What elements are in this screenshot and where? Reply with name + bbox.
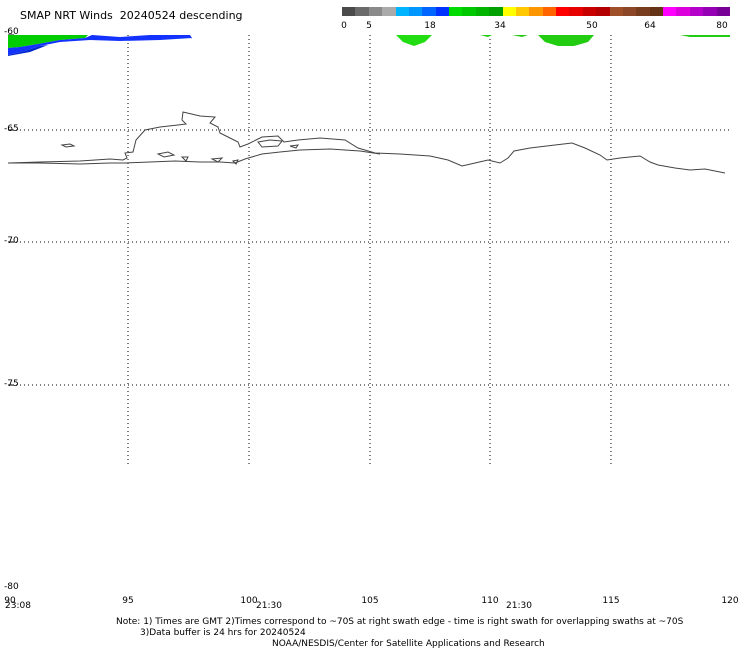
colorbar-label: 64 [644, 21, 656, 31]
colorbar-label: 0 [341, 21, 347, 31]
colorbar-label: 5 [366, 21, 372, 31]
colorbar-segment [515, 7, 530, 16]
colorbar-segment [689, 7, 704, 16]
lat-label-70: -70 [4, 236, 19, 246]
colorbar-segment [556, 7, 570, 16]
colorbar-segment [368, 7, 383, 16]
colorbar-segment [542, 7, 556, 16]
antarctic-coastline [7, 111, 726, 174]
lon-label-90: 90 [4, 596, 16, 606]
colorbar-segment [342, 7, 356, 16]
lon-label-120: 120 [721, 596, 739, 606]
swath-green-mid [396, 35, 432, 46]
colorbar-segment [569, 7, 583, 16]
colorbar-segment [462, 7, 476, 16]
colorbar-segment [435, 7, 449, 16]
lat-label-75: -75 [4, 379, 19, 389]
colorbar-segment [703, 7, 717, 16]
swath-green-tiny-2 [512, 35, 528, 37]
lon-label-95: 95 [122, 596, 134, 606]
lon-label-115: 115 [602, 596, 620, 606]
lat-label-60: -60 [4, 27, 19, 37]
colorbar-segment [395, 7, 409, 16]
colorbar-segment [382, 7, 396, 16]
colorbar-segment [649, 7, 663, 16]
colorbar-segment [622, 7, 637, 16]
colorbar-segment [636, 7, 650, 16]
colorbar-label: 34 [494, 21, 506, 31]
swath-green-tiny-1 [480, 35, 492, 37]
time-label-mid: 21:30 [256, 601, 282, 611]
colorbar-segment [408, 7, 423, 16]
gridlines [8, 35, 732, 465]
colorbar-segment [676, 7, 690, 16]
colorbar-label: 18 [424, 21, 436, 31]
colorbar-segment [582, 7, 597, 16]
time-label-right: 21:30 [506, 601, 532, 611]
colorbar-label: 50 [586, 21, 598, 31]
colorbar-segment [663, 7, 677, 16]
swath-blue-left [8, 35, 196, 55]
colorbar-segment [609, 7, 623, 16]
colorbar-segment [502, 7, 516, 16]
lat-label-65: -65 [4, 124, 19, 134]
lon-label-110: 110 [481, 596, 499, 606]
wind-speed-colorbar [342, 7, 730, 16]
note-line-3: NOAA/NESDIS/Center for Satellite Applica… [272, 639, 545, 649]
lat-label-80: -80 [4, 582, 19, 592]
map-title: SMAP NRT Winds 20240524 descending [20, 9, 243, 22]
swath-green-left [8, 35, 88, 48]
colorbar-segment [716, 7, 730, 16]
time-label-left: 23:08 [5, 601, 31, 611]
swath-green-right [538, 35, 594, 46]
colorbar-segment [596, 7, 610, 16]
colorbar-segment [449, 7, 463, 16]
lon-label-100: 100 [240, 596, 258, 606]
colorbar-segment [529, 7, 543, 16]
colorbar-segment [489, 7, 503, 16]
swath-green-far-right [680, 35, 730, 37]
colorbar-label: 80 [716, 21, 728, 31]
note-line-2: 3)Data buffer is 24 hrs for 20240524 [140, 628, 306, 638]
colorbar-segment [355, 7, 369, 16]
colorbar-segment [475, 7, 490, 16]
lon-label-105: 105 [361, 596, 379, 606]
wind-swaths [8, 35, 730, 56]
colorbar-segment [422, 7, 436, 16]
swath-blue-left-dark [8, 45, 48, 56]
note-line-1: Note: 1) Times are GMT 2)Times correspon… [116, 617, 684, 627]
